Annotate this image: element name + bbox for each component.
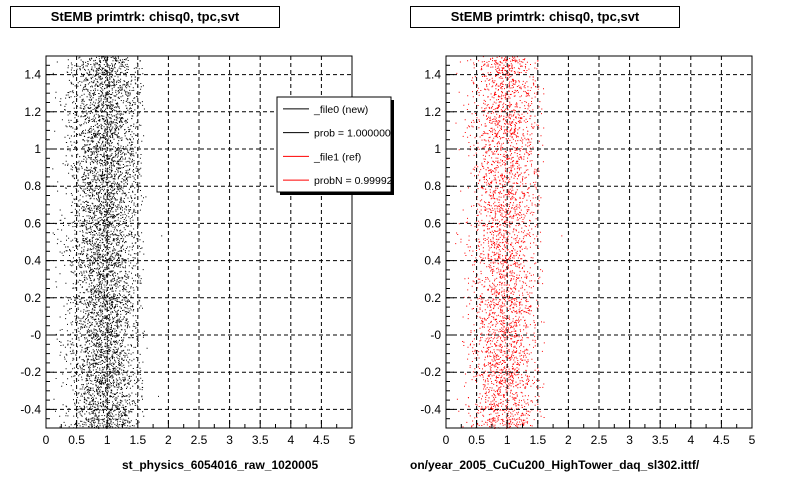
y-tick-label: -0.4 (420, 402, 441, 416)
y-tick-label: 1.2 (424, 105, 441, 119)
x-tick-label: 2 (565, 433, 572, 447)
x-tick-label: 2.5 (591, 433, 608, 447)
left-plot-title: StEMB primtrk: chisq0, tpc,svt (10, 6, 280, 28)
x-tick-label: 0.5 (468, 433, 485, 447)
y-tick-label: -0 (30, 328, 41, 342)
y-tick-label: 0.2 (24, 291, 41, 305)
x-tick-label: 4 (687, 433, 694, 447)
x-tick-label: 0.5 (68, 433, 85, 447)
left-x-axis-title: st_physics_6054016_raw_1020005 (122, 458, 319, 472)
x-tick-label: 4.5 (313, 433, 330, 447)
x-tick-label: 1 (504, 433, 511, 447)
y-tick-label: 0.2 (424, 291, 441, 305)
x-tick-label: 5 (349, 433, 356, 447)
y-tick-label: -0.4 (20, 402, 41, 416)
x-tick-label: 1 (104, 433, 111, 447)
y-tick-label: 1.4 (24, 68, 41, 82)
y-tick-label: -0.2 (20, 365, 41, 379)
right-x-axis-title: on/year_2005_CuCu200_HighTower_daq_sl302… (410, 458, 700, 472)
legend-box (276, 96, 392, 193)
x-tick-label: 2 (165, 433, 172, 447)
right-plot-title: StEMB primtrk: chisq0, tpc,svt (410, 6, 680, 28)
legend-label: _file1 (ref) (313, 151, 361, 163)
x-tick-label: 1.5 (529, 433, 546, 447)
x-tick-label: 3 (626, 433, 633, 447)
x-tick-label: 0 (43, 433, 50, 447)
legend-label: _file0 (new) (313, 104, 368, 116)
y-tick-label: 0.4 (424, 254, 441, 268)
y-tick-label: 1.2 (24, 105, 41, 119)
scatter-points-0 (52, 56, 163, 429)
x-tick-label: 4.5 (713, 433, 730, 447)
x-tick-label: 5 (749, 433, 756, 447)
y-tick-label: -0.2 (420, 365, 441, 379)
x-tick-label: 4 (287, 433, 294, 447)
y-tick-label: -0 (430, 328, 441, 342)
x-tick-label: 1.5 (129, 433, 146, 447)
y-tick-label: 0.6 (24, 216, 41, 230)
y-tick-label: 0.8 (424, 179, 441, 193)
y-tick-label: 1.4 (424, 68, 441, 82)
legend-label: probN = 0.99992 (314, 175, 393, 187)
x-tick-label: 2.5 (191, 433, 208, 447)
y-tick-label: 0.8 (24, 179, 41, 193)
x-tick-label: 3 (226, 433, 233, 447)
y-tick-label: 1 (34, 142, 41, 156)
y-tick-label: 1 (434, 142, 441, 156)
x-tick-label: 3.5 (252, 433, 269, 447)
x-tick-label: 3.5 (652, 433, 669, 447)
legend-label: prob = 1.000000 (314, 128, 391, 140)
x-tick-label: 0 (443, 433, 450, 447)
y-tick-label: 0.4 (24, 254, 41, 268)
y-tick-label: 0.6 (424, 216, 441, 230)
